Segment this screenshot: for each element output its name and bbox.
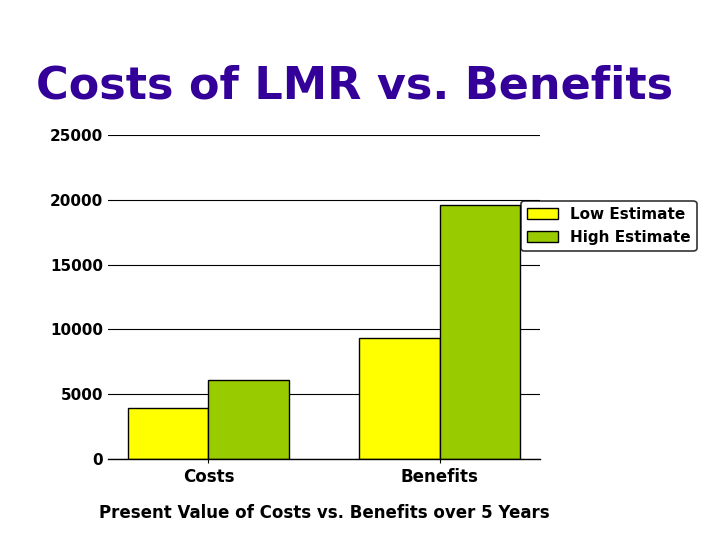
Bar [209,380,289,459]
Legend: Low Estimate, High Estimate: Low Estimate, High Estimate [521,201,696,251]
Bar [127,408,209,459]
Bar [359,339,439,459]
Bar [439,205,521,459]
Text: Costs of LMR vs. Benefits: Costs of LMR vs. Benefits [36,65,673,108]
Text: Present Value of Costs vs. Benefits over 5 Years: Present Value of Costs vs. Benefits over… [99,504,549,522]
